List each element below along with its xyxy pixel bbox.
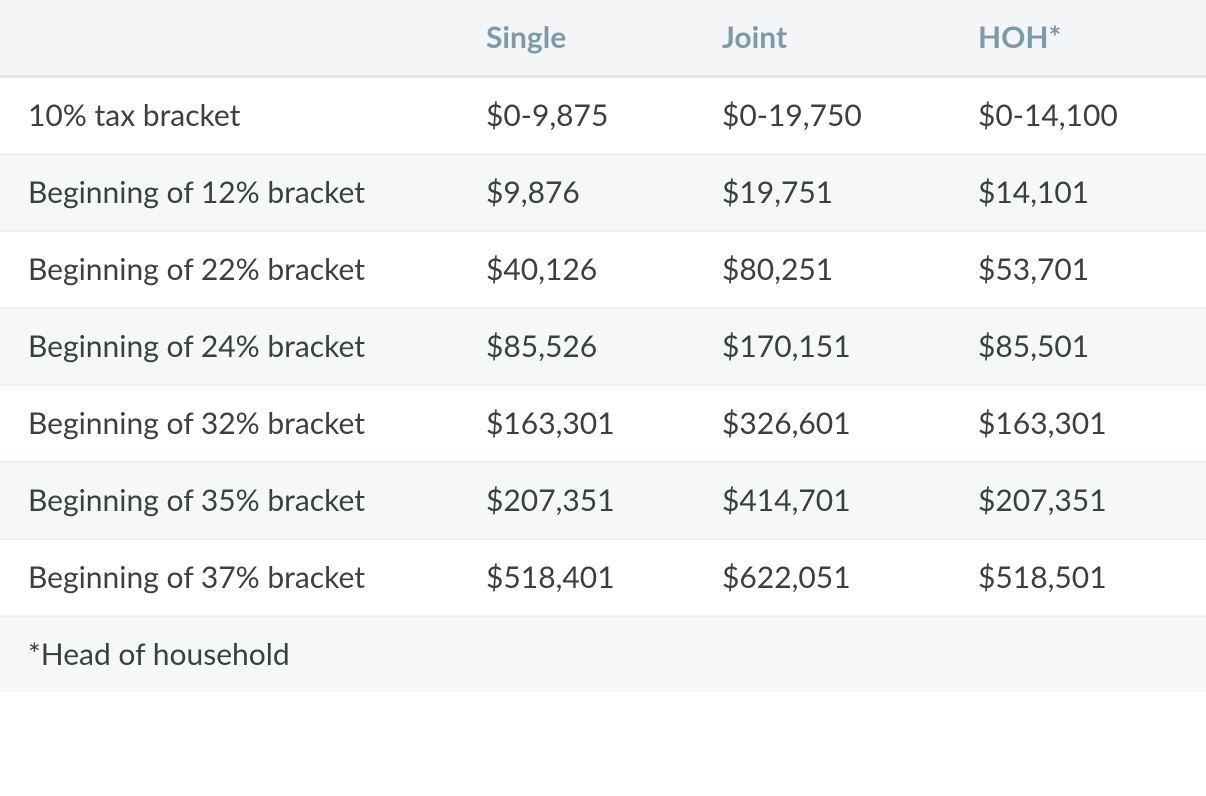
col-header-blank: [0, 0, 458, 77]
col-header-hoh: HOH*: [950, 0, 1206, 77]
cell-hoh: $85,501: [950, 308, 1206, 385]
cell-hoh: $518,501: [950, 539, 1206, 616]
cell-joint: $170,151: [694, 308, 950, 385]
table-row: Beginning of 32% bracket $163,301 $326,6…: [0, 385, 1206, 462]
row-label: Beginning of 12% bracket: [0, 154, 458, 231]
table-row: Beginning of 35% bracket $207,351 $414,7…: [0, 462, 1206, 539]
cell-joint: $414,701: [694, 462, 950, 539]
row-label: Beginning of 35% bracket: [0, 462, 458, 539]
cell-joint: $326,601: [694, 385, 950, 462]
table-row: Beginning of 24% bracket $85,526 $170,15…: [0, 308, 1206, 385]
cell-hoh: $53,701: [950, 231, 1206, 308]
cell-single: $40,126: [458, 231, 694, 308]
row-label: 10% tax bracket: [0, 77, 458, 155]
cell-single: $163,301: [458, 385, 694, 462]
table-row: Beginning of 22% bracket $40,126 $80,251…: [0, 231, 1206, 308]
cell-joint: $19,751: [694, 154, 950, 231]
cell-hoh: $0-14,100: [950, 77, 1206, 155]
cell-joint: $622,051: [694, 539, 950, 616]
row-label: Beginning of 37% bracket: [0, 539, 458, 616]
table-footnote-row: *Head of household: [0, 616, 1206, 692]
row-label: Beginning of 32% bracket: [0, 385, 458, 462]
table-row: 10% tax bracket $0-9,875 $0-19,750 $0-14…: [0, 77, 1206, 155]
cell-single: $518,401: [458, 539, 694, 616]
col-header-joint: Joint: [694, 0, 950, 77]
cell-hoh: $14,101: [950, 154, 1206, 231]
cell-hoh: $163,301: [950, 385, 1206, 462]
cell-single: $85,526: [458, 308, 694, 385]
row-label: Beginning of 24% bracket: [0, 308, 458, 385]
cell-single: $207,351: [458, 462, 694, 539]
table-header-row: Single Joint HOH*: [0, 0, 1206, 77]
row-label: Beginning of 22% bracket: [0, 231, 458, 308]
col-header-single: Single: [458, 0, 694, 77]
table-row: Beginning of 12% bracket $9,876 $19,751 …: [0, 154, 1206, 231]
table-footnote: *Head of household: [0, 616, 1206, 692]
cell-joint: $0-19,750: [694, 77, 950, 155]
cell-single: $0-9,875: [458, 77, 694, 155]
cell-joint: $80,251: [694, 231, 950, 308]
cell-single: $9,876: [458, 154, 694, 231]
cell-hoh: $207,351: [950, 462, 1206, 539]
table-row: Beginning of 37% bracket $518,401 $622,0…: [0, 539, 1206, 616]
tax-bracket-table: Single Joint HOH* 10% tax bracket $0-9,8…: [0, 0, 1206, 692]
